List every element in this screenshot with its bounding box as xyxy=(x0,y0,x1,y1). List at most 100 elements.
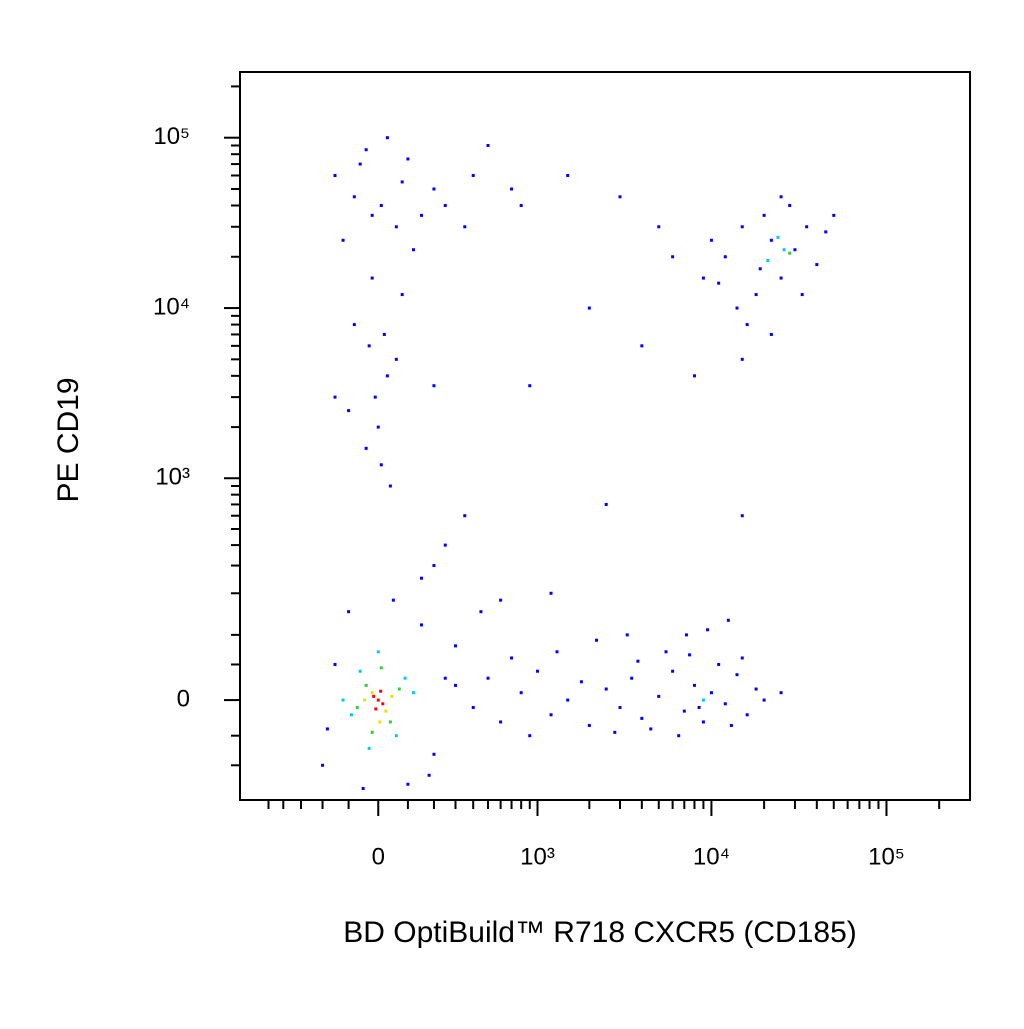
data-point xyxy=(388,720,392,724)
data-point xyxy=(432,187,436,191)
data-point xyxy=(769,332,773,336)
data-point xyxy=(364,683,368,687)
data-point xyxy=(717,281,721,285)
data-point xyxy=(370,276,374,280)
data-point xyxy=(779,195,783,199)
data-point xyxy=(370,213,374,217)
data-point xyxy=(815,263,819,267)
data-point xyxy=(677,734,681,738)
data-point xyxy=(709,238,713,242)
data-point xyxy=(671,669,675,673)
data-point xyxy=(403,676,407,680)
y-tick-label: 10³ xyxy=(155,464,190,491)
data-point xyxy=(729,723,733,727)
data-point xyxy=(630,676,634,680)
data-point xyxy=(347,409,351,413)
data-point xyxy=(391,598,395,602)
data-point xyxy=(376,425,380,429)
data-point xyxy=(378,720,382,724)
data-point xyxy=(379,463,383,467)
data-point xyxy=(684,633,688,637)
data-point xyxy=(388,484,392,488)
data-point xyxy=(499,720,503,724)
data-point xyxy=(364,148,368,152)
data-point xyxy=(758,267,762,271)
data-point xyxy=(740,656,744,660)
data-point xyxy=(640,344,644,348)
data-point xyxy=(688,653,692,657)
data-point xyxy=(762,213,766,217)
data-point xyxy=(363,698,367,702)
data-point xyxy=(587,723,591,727)
data-point xyxy=(788,251,792,255)
y-tick-label: 10⁴ xyxy=(153,293,190,320)
data-point xyxy=(341,698,345,702)
data-point xyxy=(664,650,668,654)
data-point xyxy=(355,705,359,709)
data-point xyxy=(723,702,727,706)
data-point xyxy=(379,666,383,670)
data-point xyxy=(420,623,424,627)
data-point xyxy=(373,395,377,399)
data-point xyxy=(528,734,532,738)
data-point xyxy=(735,306,739,310)
data-point xyxy=(701,276,705,280)
data-point xyxy=(352,195,356,199)
data-point xyxy=(519,203,523,207)
data-point xyxy=(824,230,828,234)
data-point xyxy=(411,691,415,695)
data-point xyxy=(726,618,730,622)
data-point xyxy=(443,203,447,207)
plot-frame xyxy=(239,71,971,801)
data-point xyxy=(341,238,345,242)
data-point xyxy=(587,306,591,310)
data-point xyxy=(471,705,475,709)
data-point xyxy=(384,709,388,713)
data-point xyxy=(745,323,749,327)
data-point xyxy=(636,659,640,663)
data-point xyxy=(740,225,744,229)
data-point xyxy=(566,173,570,177)
data-point xyxy=(766,259,770,263)
y-tick-label: 0 xyxy=(177,685,190,712)
data-point xyxy=(723,255,727,259)
data-point xyxy=(352,323,356,327)
data-point xyxy=(701,698,705,702)
data-point xyxy=(762,698,766,702)
data-point xyxy=(427,773,431,777)
data-point xyxy=(374,707,378,711)
data-point xyxy=(397,687,401,691)
x-tick-label: 10³ xyxy=(520,843,555,870)
data-point xyxy=(333,173,337,177)
data-point xyxy=(682,709,686,713)
data-point xyxy=(510,656,514,660)
data-point xyxy=(779,276,783,280)
data-point xyxy=(640,716,644,720)
data-point xyxy=(805,225,809,229)
data-point xyxy=(376,698,380,702)
data-point xyxy=(800,293,804,297)
data-point xyxy=(420,576,424,580)
data-point xyxy=(740,514,744,518)
data-point xyxy=(706,628,710,632)
data-point xyxy=(321,763,325,767)
data-point xyxy=(692,683,696,687)
data-point xyxy=(788,203,792,207)
data-point xyxy=(381,702,385,706)
data-point xyxy=(420,213,424,217)
data-point xyxy=(625,633,629,637)
data-point xyxy=(595,638,599,642)
x-tick-label: 0 xyxy=(372,843,385,870)
data-point xyxy=(443,543,447,547)
data-point xyxy=(479,610,483,614)
data-point xyxy=(579,680,583,684)
data-point xyxy=(740,357,744,361)
data-point xyxy=(692,374,696,378)
data-point xyxy=(400,180,404,184)
data-point xyxy=(394,225,398,229)
y-tick-label: 10⁵ xyxy=(153,123,190,150)
data-point xyxy=(486,676,490,680)
data-point xyxy=(349,713,353,717)
